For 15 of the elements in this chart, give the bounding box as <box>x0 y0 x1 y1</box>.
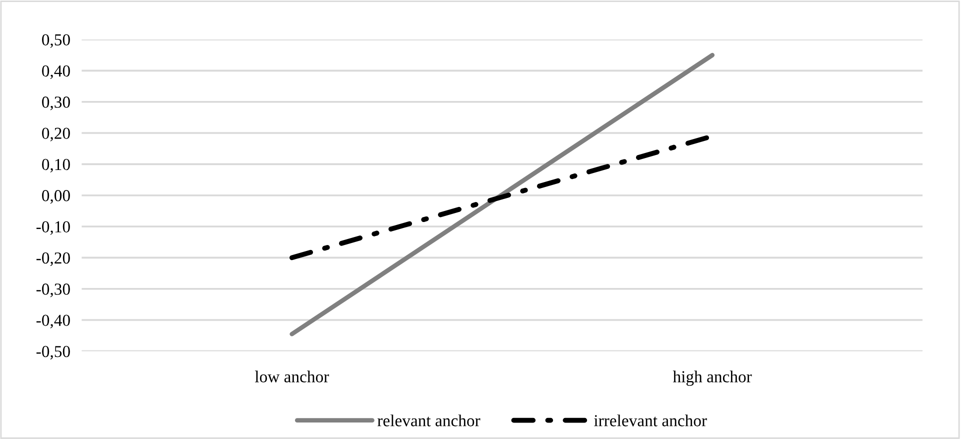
y-tick-label: 0,30 <box>42 96 70 110</box>
y-tick-label: -0,30 <box>36 284 70 298</box>
legend-label: relevant anchor <box>378 414 480 426</box>
y-tick-label: 0,00 <box>42 190 70 204</box>
y-tick-label: 0,40 <box>42 65 70 80</box>
legend-label: irrelevant anchor <box>594 414 707 426</box>
y-tick-label: -0,40 <box>36 314 70 328</box>
y-tick-label: -0,10 <box>36 221 70 235</box>
y-tick-label: 0,10 <box>42 158 70 173</box>
x-tick-label: high anchor <box>672 370 752 386</box>
y-tick-label: -0,20 <box>36 252 70 266</box>
y-tick-label: 0,50 <box>42 34 70 48</box>
x-tick-label: low anchor <box>254 370 330 382</box>
y-tick-label: -0,50 <box>36 346 70 360</box>
y-tick-label: 0,20 <box>42 128 70 142</box>
